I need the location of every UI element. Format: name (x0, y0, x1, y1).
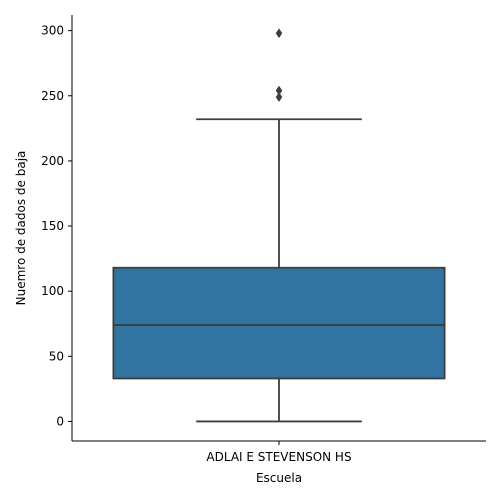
y-tick-label: 50 (49, 349, 64, 363)
plot-area (112, 28, 446, 423)
x-tick-label: ADLAI E STEVENSON HS (206, 450, 351, 464)
y-axis-label: Nuemro de dados de baja (14, 151, 28, 306)
y-tick-label: 200 (41, 154, 64, 168)
x-axis-label: Escuela (256, 471, 302, 485)
x-axis-ticks: ADLAI E STEVENSON HS (206, 441, 352, 464)
y-tick-label: 300 (41, 24, 64, 38)
y-tick-label: 250 (41, 89, 64, 103)
outlier-point (275, 28, 283, 39)
outlier-point (275, 92, 283, 103)
y-tick-label: 150 (41, 219, 64, 233)
y-tick-label: 100 (41, 284, 64, 298)
outlier-point (275, 85, 283, 96)
y-axis-ticks: 0 50 100 150 200 250 300 (41, 24, 72, 428)
y-tick-label: 0 (56, 414, 64, 428)
iqr-box (112, 266, 446, 380)
